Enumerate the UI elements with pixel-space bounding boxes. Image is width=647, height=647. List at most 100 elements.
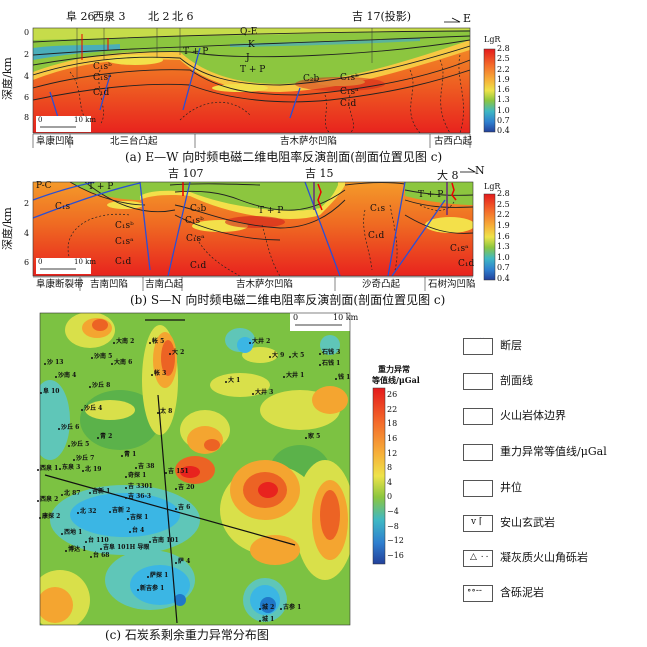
well-label: 大 5 [292,352,305,359]
well-label: 萨探 1 [150,572,169,579]
formation-label: C₁d [93,88,110,98]
well-dot-icon [55,376,57,378]
well-dot-icon [225,381,227,383]
colorbar-tick: 2.2 [497,210,510,220]
well-dot-icon [280,608,282,610]
colorbar-tick: 18 [387,419,398,429]
gravel-mudstone-icon: ∘∘‐‐ [463,585,493,602]
well-label: 大 1 [228,377,241,384]
gravity-map [40,313,350,625]
formation-label: C₁s [55,202,71,212]
formation-label: C₁d [190,261,207,271]
colorbar-tick: 1.9 [497,74,510,84]
formation-label: C₁sᵃ [340,87,359,97]
scale-zero: 0 [293,313,299,322]
gravity-contour-icon [463,444,493,461]
region-label: 沙奇凸起 [362,279,401,290]
legend-label: 安山玄武岩 [500,516,555,529]
caption-a: (a) E—W 向时频电磁二维电阻率反演剖面(剖面位置见图 c) [125,150,443,164]
colorbar-b [483,193,496,281]
well-label: 大井 3 [255,389,274,396]
well-label: 西地 1 [64,529,83,536]
well-label: 沙丘 8 [92,382,111,389]
formation-label: C₁s [370,204,386,214]
well-dot-icon [289,356,291,358]
well-dot-icon [165,472,167,474]
formation-label: K [248,40,255,50]
caption-c: (c) 石炭系剩余重力异常分布图 [105,628,269,642]
well-label: 吉 36-3 [128,493,152,500]
formation-label: J [246,53,250,63]
well-label: 北 87 [64,490,81,497]
well-dot-icon [89,492,91,494]
colorbar-tick: 2.5 [497,199,510,209]
well-dot-icon [259,608,261,610]
formation-label: C₁d [368,231,385,241]
colorbar-tick: 22 [387,404,398,414]
well-dot-icon [151,374,153,376]
well-dot-icon [127,518,129,520]
well-dot-icon [269,356,271,358]
direction-label: N [475,164,485,177]
well-dot-icon [137,589,139,591]
colorbar-tick: 2.8 [497,189,510,198]
scale-max: 10 km [74,116,97,124]
well-dot-icon [82,470,84,472]
colorbar-tick: 16 [387,433,398,443]
formation-label: C₂b [190,204,207,214]
colorbar-tick: 2.5 [497,54,510,64]
section-line-icon [463,373,493,390]
fault-lines-b [33,182,446,276]
formation-label: P-C [36,181,52,191]
well-label: 北 2 [148,10,170,23]
well-dot-icon [91,357,93,359]
well-dot-icon [37,500,39,502]
gravity-colorbar [372,387,386,565]
well-dot-icon [283,376,285,378]
well-dot-icon [61,533,63,535]
well-label: 沙丘 7 [76,455,95,462]
colorbar-tick: −4 [387,507,399,517]
colorbar-title-1: 重力异常 [378,364,410,374]
colorbar-tick: 0.4 [497,274,510,283]
well-dot-icon [169,353,171,355]
y-tick: 6 [24,93,30,102]
legend-label: 剖面线 [500,374,533,387]
formation-label: C₁d [115,257,132,267]
green-layer-b [70,182,140,200]
well-dot-icon [59,468,61,470]
formation-label: C₁sᵃ [93,73,112,83]
direction-label: E [463,12,472,25]
fault-icon [463,338,493,355]
formation-label: C₂b [303,74,320,84]
formation-label: C₁sᵃ [450,244,469,254]
colorbar-tick: 26 [387,390,398,399]
well-dot-icon [175,562,177,564]
well-label: 大 2 [172,349,185,356]
tuff-breccia-icon: △ ٠٠ [463,550,493,567]
well-dot-icon [252,393,254,395]
legend-label: 重力异常等值线/μGal [500,445,607,458]
well-label: 大 8 [437,169,459,182]
well-dot-icon [121,455,123,457]
colorbar-tick: 1.9 [497,220,510,230]
well-label: 沙丘 4 [84,405,103,412]
colorbar-a [483,48,496,133]
well-dot-icon [77,512,79,514]
y-tick: 4 [24,72,30,81]
well-label: 北 32 [80,508,97,515]
well-label: 沙南 5 [94,353,113,360]
well-dot-icon [259,620,261,622]
well-dot-icon [37,469,39,471]
horizon-lines-b [69,182,473,241]
colorbar-tick: 1.6 [497,85,510,94]
well-dot-icon [125,476,127,478]
y-tick: 2 [24,199,30,208]
well-dot-icon [90,556,92,558]
well-dot-icon [89,386,91,388]
well-label: 阜 10 [43,388,60,395]
colorbar-tick: 2.2 [497,64,510,74]
y-tick: 8 [24,113,30,122]
colorbar-tick: 0.7 [497,263,510,273]
well-label: 太 8 [160,408,173,415]
